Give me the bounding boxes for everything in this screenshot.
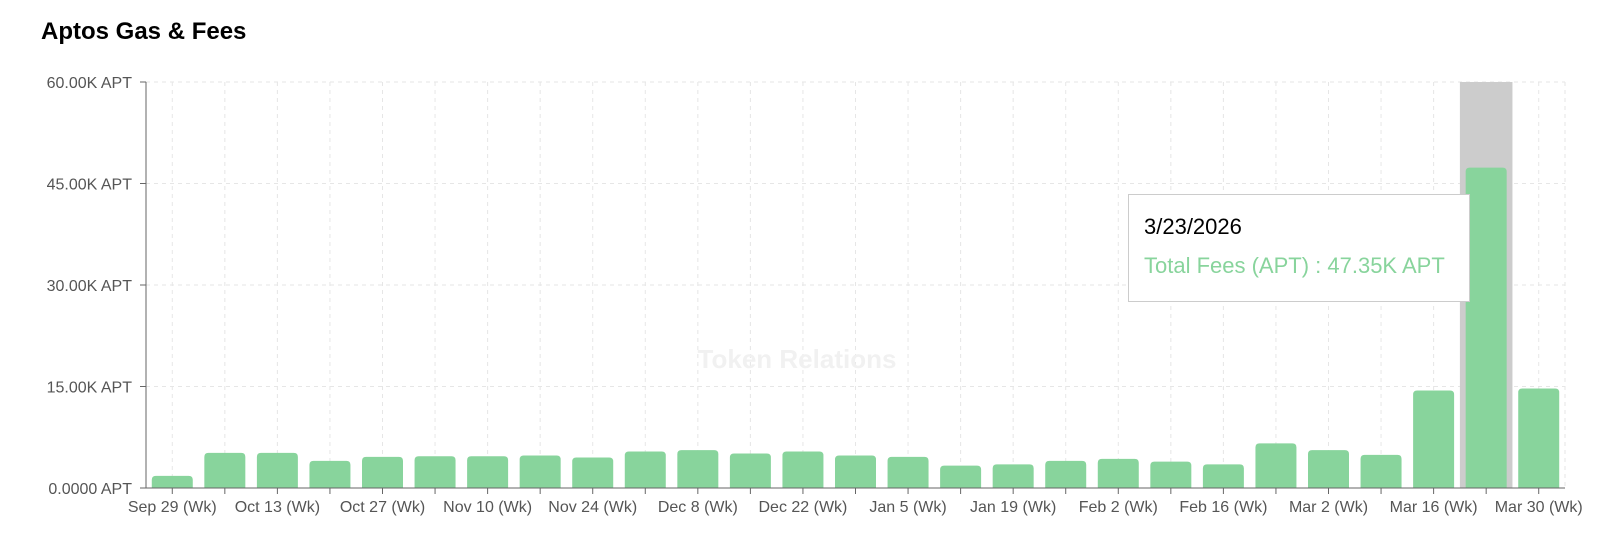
bar-15[interactable]: [940, 465, 982, 488]
y-tick-labels: 0.0000 APT 15.00K APT 30.00K APT 45.00K APT…: [47, 75, 133, 498]
x-tick-label-11: Mar 2 (Wk): [1289, 499, 1368, 516]
bar-17[interactable]: [1045, 460, 1087, 488]
chart-title: Aptos Gas & Fees: [41, 18, 247, 45]
y-tick-label-3: 45.00K APT: [47, 177, 133, 194]
bar-7[interactable]: [519, 455, 561, 488]
bar-16[interactable]: [992, 464, 1034, 488]
x-tick-label-4: Nov 24 (Wk): [548, 499, 637, 516]
y-tick-label-2: 30.00K APT: [47, 278, 133, 295]
bar-18[interactable]: [1097, 458, 1139, 488]
bar-23[interactable]: [1360, 454, 1402, 488]
tooltip-date: 3/23/2026: [1144, 214, 1242, 239]
x-tick-label-1: Oct 13 (Wk): [235, 499, 320, 516]
x-tick-labels: Sep 29 (Wk) Oct 13 (Wk) Oct 27 (Wk) Nov 10 …: [128, 499, 1583, 516]
bar-21[interactable]: [1255, 443, 1297, 488]
bar-0[interactable]: [151, 475, 193, 488]
bar-4[interactable]: [362, 456, 403, 488]
bar-19[interactable]: [1150, 461, 1192, 488]
x-tick-label-2: Oct 27 (Wk): [340, 499, 425, 516]
x-tick-label-12: Mar 16 (Wk): [1390, 499, 1478, 516]
y-tick-label-1: 15.00K APT: [47, 380, 133, 397]
axes: [140, 81, 1565, 494]
bar-24[interactable]: [1413, 390, 1455, 488]
bar-1[interactable]: [204, 452, 246, 488]
bar-6[interactable]: [467, 456, 509, 488]
tooltip: 3/23/2026 Total Fees (APT) : 47.35K APT: [1128, 194, 1470, 302]
x-tick-label-8: Jan 19 (Wk): [970, 499, 1056, 516]
bar-22[interactable]: [1308, 450, 1349, 488]
bar-2[interactable]: [256, 452, 298, 488]
bar-25[interactable]: [1465, 167, 1507, 488]
bars: [151, 167, 1560, 488]
x-tick-label-13: Mar 30 (Wk): [1495, 499, 1583, 516]
x-tick-label-10: Feb 16 (Wk): [1179, 499, 1267, 516]
watermark: Token Relations: [698, 344, 897, 374]
bar-14[interactable]: [887, 456, 929, 488]
bar-26[interactable]: [1518, 388, 1560, 488]
x-tick-label-0: Sep 29 (Wk): [128, 499, 217, 516]
y-tick-label-0: 0.0000 APT: [48, 481, 132, 498]
bar-13[interactable]: [835, 455, 876, 488]
tooltip-value: Total Fees (APT) : 47.35K APT: [1144, 253, 1445, 278]
bar-9[interactable]: [624, 451, 666, 488]
bar-8[interactable]: [572, 457, 614, 488]
x-tick-label-3: Nov 10 (Wk): [443, 499, 532, 516]
bar-12[interactable]: [782, 451, 824, 488]
y-tick-label-4: 60.00K APT: [47, 75, 133, 92]
x-tick-label-9: Feb 2 (Wk): [1079, 499, 1158, 516]
x-tick-label-5: Dec 8 (Wk): [658, 499, 738, 516]
bar-10[interactable]: [677, 450, 719, 488]
bar-20[interactable]: [1202, 464, 1244, 488]
x-tick-label-7: Jan 5 (Wk): [869, 499, 946, 516]
x-tick-label-6: Dec 22 (Wk): [758, 499, 847, 516]
bar-5[interactable]: [414, 456, 456, 488]
bar-11[interactable]: [729, 453, 771, 488]
bar-3[interactable]: [309, 460, 351, 488]
